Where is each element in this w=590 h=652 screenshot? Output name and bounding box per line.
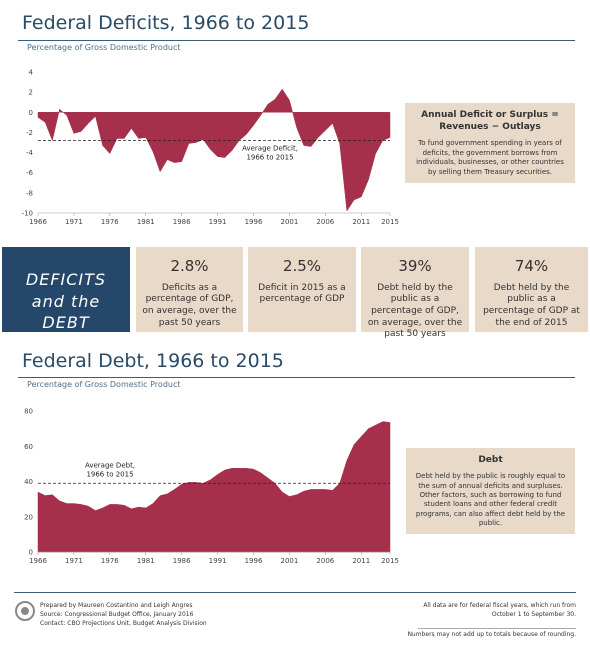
x-tick-label: 1996 xyxy=(245,557,263,565)
highlight-value: 39% xyxy=(398,257,432,275)
divider xyxy=(18,40,575,41)
y-tick-label: 2 xyxy=(29,89,33,97)
deficit-note: Annual Deficit or Surplus = Revenues − O… xyxy=(405,103,575,183)
note-body: Debt held by the public is roughly equal… xyxy=(415,472,566,528)
y-tick-label: -10 xyxy=(22,210,33,218)
credit-line: Contact: CBO Projections Unit, Budget An… xyxy=(40,620,207,627)
highlight-value: 2.8% xyxy=(170,257,209,275)
x-tick-label: 1976 xyxy=(101,557,119,565)
credit-line: Source: Congressional Budget Office, Jan… xyxy=(40,611,194,618)
subtitle: Percentage of Gross Domestic Product xyxy=(27,43,181,52)
credits: Prepared by Maureen Costantino and Leigh… xyxy=(40,601,207,628)
y-tick-label: -2 xyxy=(26,129,33,137)
divider xyxy=(18,377,575,378)
x-tick-label: 1991 xyxy=(209,557,227,565)
divider xyxy=(14,592,576,593)
x-tick-label: 2006 xyxy=(316,218,334,226)
footer-note: All data are for federal fiscal years, w… xyxy=(423,602,576,618)
y-tick-label: -6 xyxy=(26,169,34,177)
reference-label: 1966 to 2015 xyxy=(86,470,133,478)
x-tick-label: 2011 xyxy=(352,557,370,565)
deficit-chart: -10 -8 -6 -4 -2 0 2 4 1966 1971 1976 1981 1986 1991 19… xyxy=(22,69,399,227)
y-tick-label: -8 xyxy=(26,189,33,197)
highlight-text: Debt held by the public as a percentage … xyxy=(367,282,463,340)
highlights-title: DEFICITS and the DEBT xyxy=(2,247,130,332)
x-tick-label: 1976 xyxy=(101,218,119,226)
title: Federal Deficits, 1966 to 2015 xyxy=(22,12,310,34)
x-tick-label: 1986 xyxy=(173,218,191,226)
highlight-box: 74% Debt held by the public as a percenta… xyxy=(475,247,588,332)
reference-label: Average Debt, xyxy=(85,461,135,469)
x-tick-label: 1966 xyxy=(29,557,47,565)
x-tick-label: 2001 xyxy=(281,218,299,226)
footer-note: Numbers may not add up to totals because… xyxy=(407,631,576,638)
x-tick-label: 1981 xyxy=(137,218,155,226)
credit-line: Prepared by Maureen Costantino and Leigh… xyxy=(40,602,193,609)
x-tick-label: 2001 xyxy=(281,557,299,565)
highlight-text: Deficits as a percentage of GDP, on aver… xyxy=(142,282,237,328)
x-tick-label: 1971 xyxy=(65,557,83,565)
highlight-value: 74% xyxy=(514,257,549,275)
highlight-box: 39% Debt held by the public as a percenta… xyxy=(361,247,469,339)
note-title: Debt xyxy=(478,455,503,465)
highlight-box: 2.8% Deficits as a percentage of GDP, on … xyxy=(136,247,243,332)
logo xyxy=(15,601,35,621)
x-tick-label: 1991 xyxy=(209,218,227,226)
reference-label: Average Deficit, xyxy=(242,144,298,152)
y-tick-label: 0 xyxy=(29,549,33,557)
x-tick-label: 1986 xyxy=(173,557,191,565)
debt-note: Debt Debt held by the public is roughly e… xyxy=(406,448,575,534)
x-tick-label: 2006 xyxy=(316,557,334,565)
debt-chart: 0 20 40 60 80 1966 1971 1976 1981 1986 1991 1996 200… xyxy=(24,408,399,566)
y-tick-label: 20 xyxy=(24,513,33,521)
highlight-text: Deficit in 2015 as a percentage of GDP xyxy=(258,282,346,305)
x-tick-label: 1981 xyxy=(137,557,155,565)
highlight-value: 2.5% xyxy=(282,257,322,275)
x-tick-label: 2015 xyxy=(381,218,399,226)
x-tick-label: 1996 xyxy=(245,218,263,226)
x-tick-label: 1971 xyxy=(65,218,83,226)
note-body: To fund government spending in years of … xyxy=(416,139,564,176)
y-tick-label: 40 xyxy=(24,478,33,486)
x-tick-label: 1966 xyxy=(29,218,47,226)
divider xyxy=(418,628,576,629)
x-tick-label: 2015 xyxy=(381,557,399,565)
y-tick-label: 60 xyxy=(24,443,33,451)
y-tick-label: 0 xyxy=(29,109,33,117)
highlight-box: 2.5% Deficit in 2015 as a percentage of G… xyxy=(248,247,356,332)
note-title: Annual Deficit or Surplus = Revenues − O… xyxy=(421,110,559,133)
reference-label: 1966 to 2015 xyxy=(246,153,293,161)
y-tick-label: -4 xyxy=(26,149,34,157)
subtitle: Percentage of Gross Domestic Product xyxy=(27,380,181,389)
area xyxy=(37,421,391,553)
x-tick-label: 2011 xyxy=(352,218,370,226)
highlight-text: Debt held by the public as a percentage … xyxy=(483,282,580,328)
y-tick-label: 4 xyxy=(29,69,34,77)
y-tick-label: 80 xyxy=(24,408,33,416)
area xyxy=(37,88,391,212)
title: Federal Debt, 1966 to 2015 xyxy=(22,350,284,372)
